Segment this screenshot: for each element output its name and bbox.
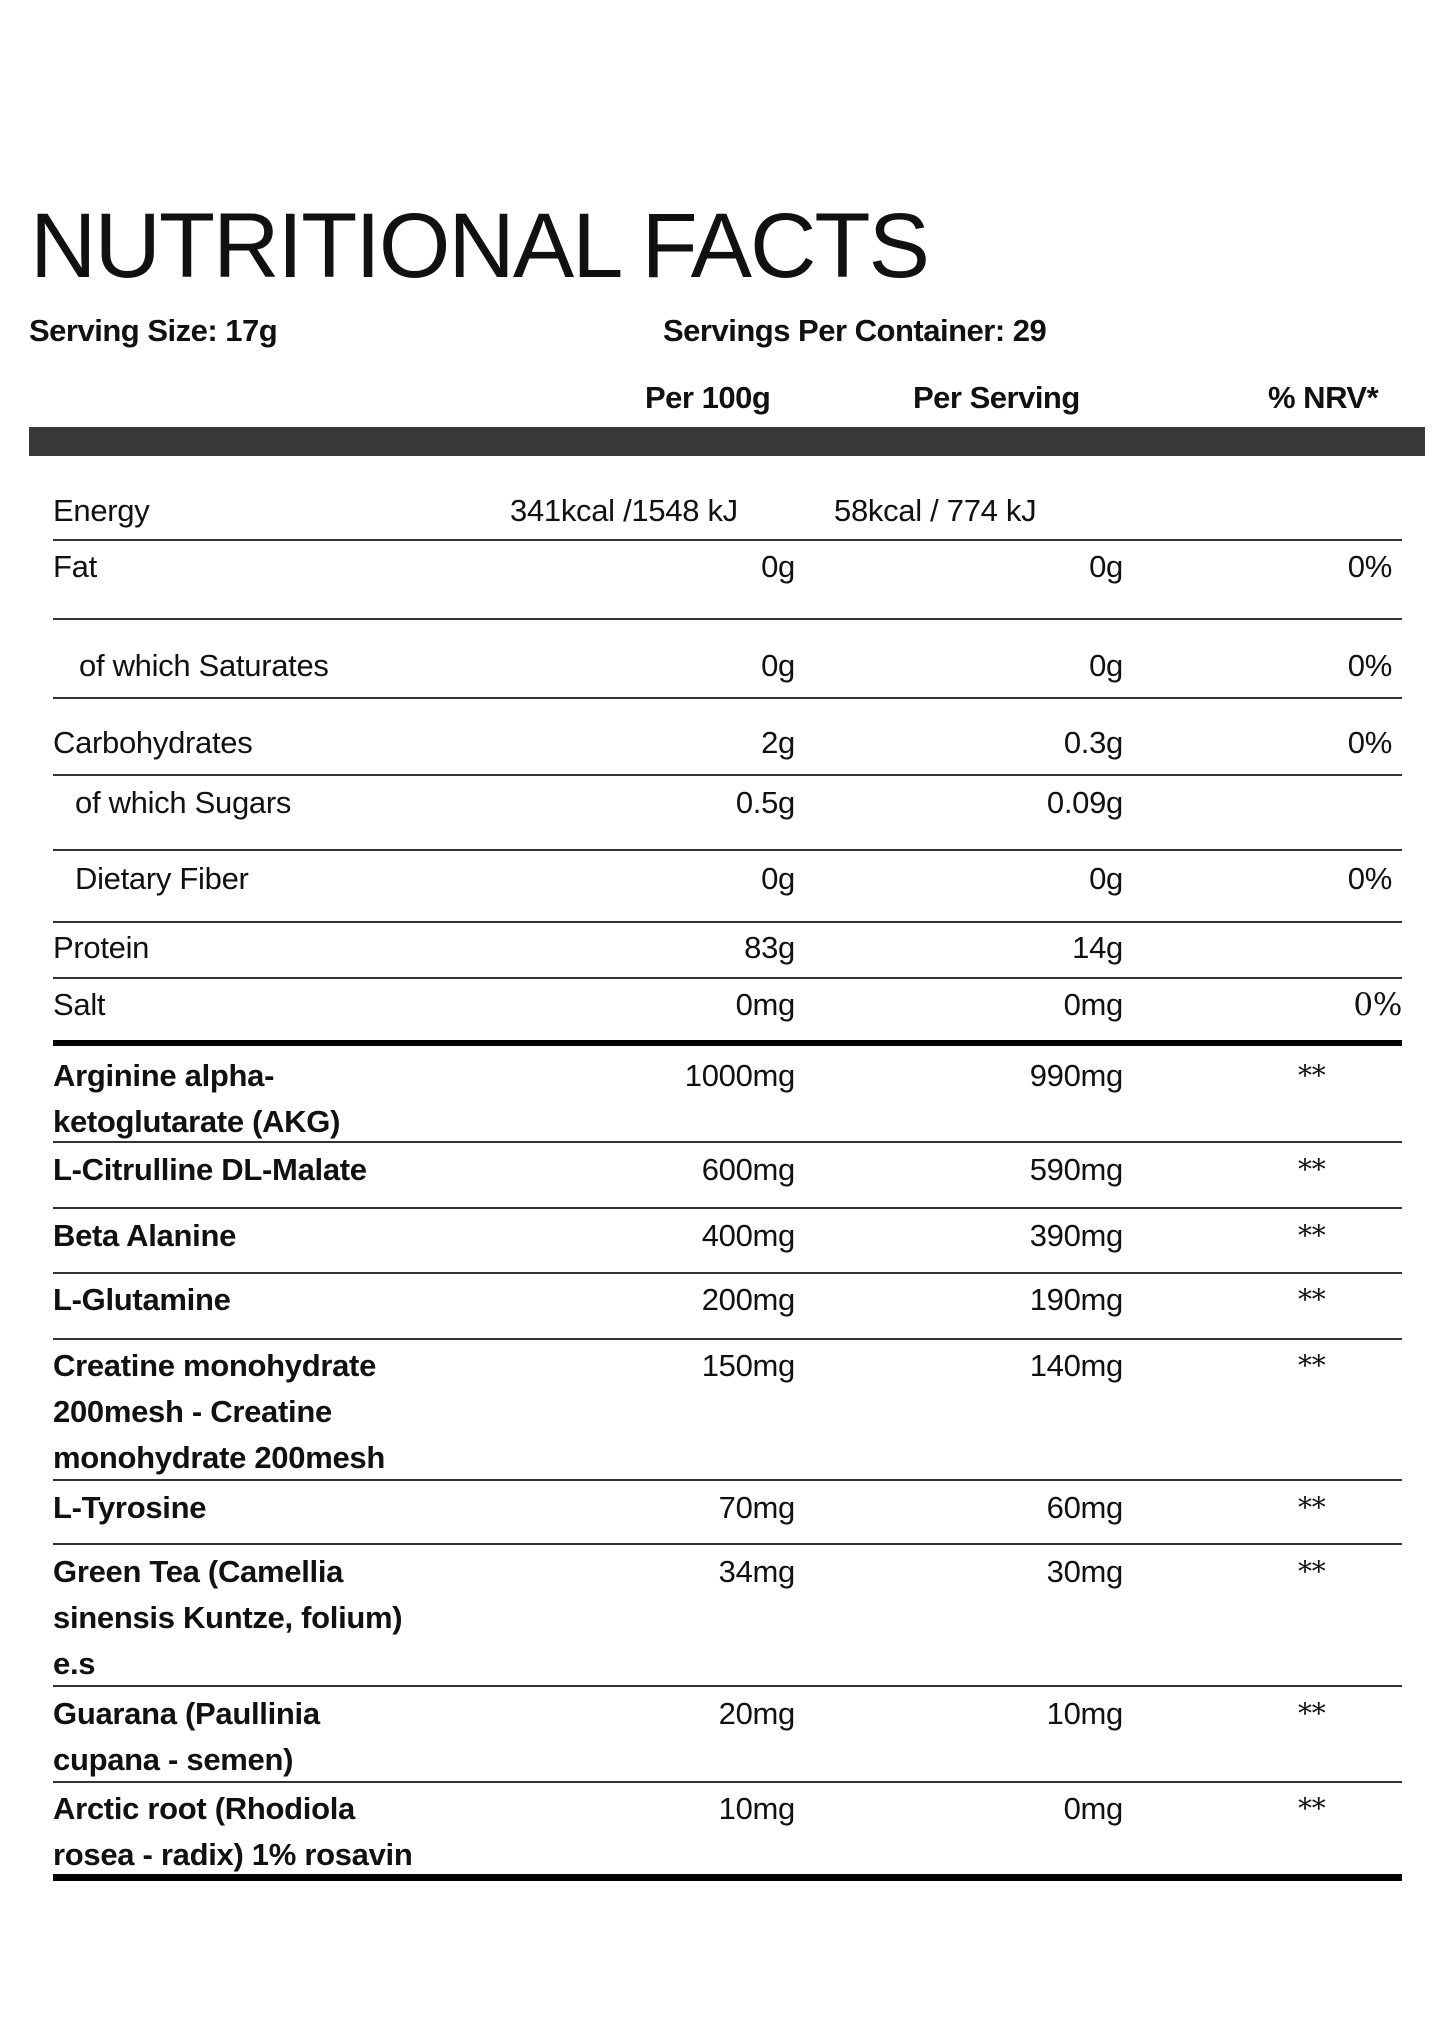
table-row-ingredient: Beta Alanine 400mg 390mg **	[53, 1209, 1402, 1274]
row-nrv: 0%	[1353, 987, 1402, 1023]
table-row-ingredient: L-Glutamine 200mg 190mg **	[53, 1274, 1402, 1340]
row-label: of which Sugars	[75, 785, 292, 820]
table-row-ingredient: L-Tyrosine 70mg 60mg **	[53, 1481, 1402, 1545]
row-per-serving: 30mg	[1046, 1554, 1124, 1589]
row-label: L-Citrulline DL-Malate	[53, 1152, 367, 1187]
row-nrv: 0%	[1347, 725, 1393, 760]
row-per-serving: 140mg	[1029, 1348, 1124, 1383]
row-label: Green Tea (Camellia sinensis Kuntze, fol…	[53, 1554, 403, 1681]
row-per100g: 0g	[761, 648, 795, 683]
row-per100g: 83g	[744, 930, 795, 965]
row-per-serving: 14g	[1072, 930, 1123, 965]
row-per100g: 20mg	[718, 1696, 796, 1731]
row-nrv: **	[1298, 1153, 1326, 1186]
row-per-serving: 0.3g	[1063, 725, 1123, 760]
row-label: Carbohydrates	[53, 725, 253, 760]
table-row-ingredient: Green Tea (Camellia sinensis Kuntze, fol…	[53, 1545, 1402, 1687]
row-nrv: **	[1298, 1349, 1326, 1382]
row-per100g: 200mg	[701, 1282, 796, 1317]
page-title: NUTRITIONAL FACTS	[30, 195, 930, 297]
row-per100g: 34mg	[718, 1554, 796, 1589]
row-per-serving: 0mg	[1063, 1791, 1124, 1826]
row-nrv: **	[1298, 1792, 1326, 1825]
column-header-nrv: % NRV*	[1268, 380, 1379, 415]
table-row-ingredient: Arginine alpha- ketoglutarate (AKG) 1000…	[53, 1046, 1402, 1143]
row-label: Guarana (Paullinia cupana - semen)	[53, 1696, 320, 1777]
row-nrv: 0%	[1347, 861, 1393, 896]
row-label: Arginine alpha- ketoglutarate (AKG)	[53, 1058, 341, 1139]
serving-size: Serving Size: 17g	[29, 313, 278, 348]
row-nrv: **	[1298, 1283, 1326, 1316]
row-label: L-Glutamine	[53, 1282, 231, 1317]
column-header-per-serving: Per Serving	[913, 380, 1080, 415]
row-per100g: 0g	[761, 861, 795, 896]
table-row-saturates: of which Saturates 0g 0g 0%	[53, 620, 1402, 699]
row-label: Energy	[53, 493, 150, 528]
row-per-serving: 990mg	[1029, 1058, 1124, 1093]
row-label: Beta Alanine	[53, 1218, 237, 1253]
row-per100g: 150mg	[701, 1348, 796, 1383]
row-nrv: **	[1298, 1059, 1326, 1092]
row-per-serving: 0.09g	[1046, 785, 1123, 820]
row-per100g: 1000mg	[684, 1058, 796, 1093]
row-nrv: **	[1298, 1697, 1326, 1730]
row-per100g: 0.5g	[735, 785, 795, 820]
row-label: Protein	[53, 930, 150, 965]
row-nrv: 0%	[1347, 549, 1393, 584]
row-label: Salt	[53, 987, 106, 1022]
row-label: of which Saturates	[79, 648, 329, 683]
table-row-carbohydrates: Carbohydrates 2g 0.3g 0%	[53, 699, 1402, 776]
row-per100g: 0g	[761, 549, 795, 584]
row-per100g: 2g	[761, 725, 795, 760]
row-per-serving: 0mg	[1063, 987, 1124, 1022]
row-per100g: 10mg	[718, 1791, 796, 1826]
row-label: Fat	[53, 549, 97, 584]
row-per100g: 70mg	[718, 1490, 796, 1525]
header-divider-bar	[29, 427, 1425, 456]
row-nrv: **	[1298, 1219, 1326, 1252]
row-per-serving: 390mg	[1029, 1218, 1124, 1253]
row-per-serving: 0g	[1089, 549, 1123, 584]
row-label: Dietary Fiber	[75, 861, 249, 896]
table-row-ingredient: L-Citrulline DL-Malate 600mg 590mg **	[53, 1143, 1402, 1209]
table-row-ingredient: Creatine monohydrate 200mesh - Creatine …	[53, 1340, 1402, 1481]
row-label: Creatine monohydrate 200mesh - Creatine …	[53, 1348, 385, 1475]
row-nrv: **	[1298, 1555, 1326, 1588]
row-per-serving: 0g	[1089, 861, 1123, 896]
column-header-per100g: Per 100g	[645, 380, 771, 415]
row-per100g: 400mg	[701, 1218, 796, 1253]
row-per-serving: 10mg	[1046, 1696, 1124, 1731]
row-nrv: **	[1298, 1491, 1326, 1524]
table-row-protein: Protein 83g 14g	[53, 923, 1402, 979]
row-per-serving: 58kcal / 774 kJ	[834, 493, 1037, 528]
table-row-fat: Fat 0g 0g 0%	[53, 541, 1402, 620]
row-label: L-Tyrosine	[53, 1490, 207, 1525]
row-label: Arctic root (Rhodiola rosea - radix) 1% …	[53, 1791, 413, 1872]
table-row-dietary-fiber: Dietary Fiber 0g 0g 0%	[53, 851, 1402, 923]
row-per100g: 600mg	[701, 1152, 796, 1187]
row-per-serving: 590mg	[1029, 1152, 1124, 1187]
table-row-energy: Energy 341kcal /1548 kJ 58kcal / 774 kJ	[53, 470, 1402, 541]
row-per100g: 341kcal /1548 kJ	[510, 493, 738, 528]
row-per100g: 0mg	[735, 987, 796, 1022]
servings-per-container: Servings Per Container: 29	[663, 313, 1047, 348]
row-per-serving: 60mg	[1046, 1490, 1124, 1525]
row-per-serving: 190mg	[1029, 1282, 1124, 1317]
row-per-serving: 0g	[1089, 648, 1123, 683]
row-nrv: 0%	[1347, 648, 1393, 683]
table-row-ingredient: Guarana (Paullinia cupana - semen) 20mg …	[53, 1687, 1402, 1783]
table-row-sugars: of which Sugars 0.5g 0.09g	[53, 776, 1402, 851]
table-row-ingredient: Arctic root (Rhodiola rosea - radix) 1% …	[53, 1783, 1402, 1881]
table-row-salt: Salt 0mg 0mg 0%	[53, 979, 1402, 1046]
